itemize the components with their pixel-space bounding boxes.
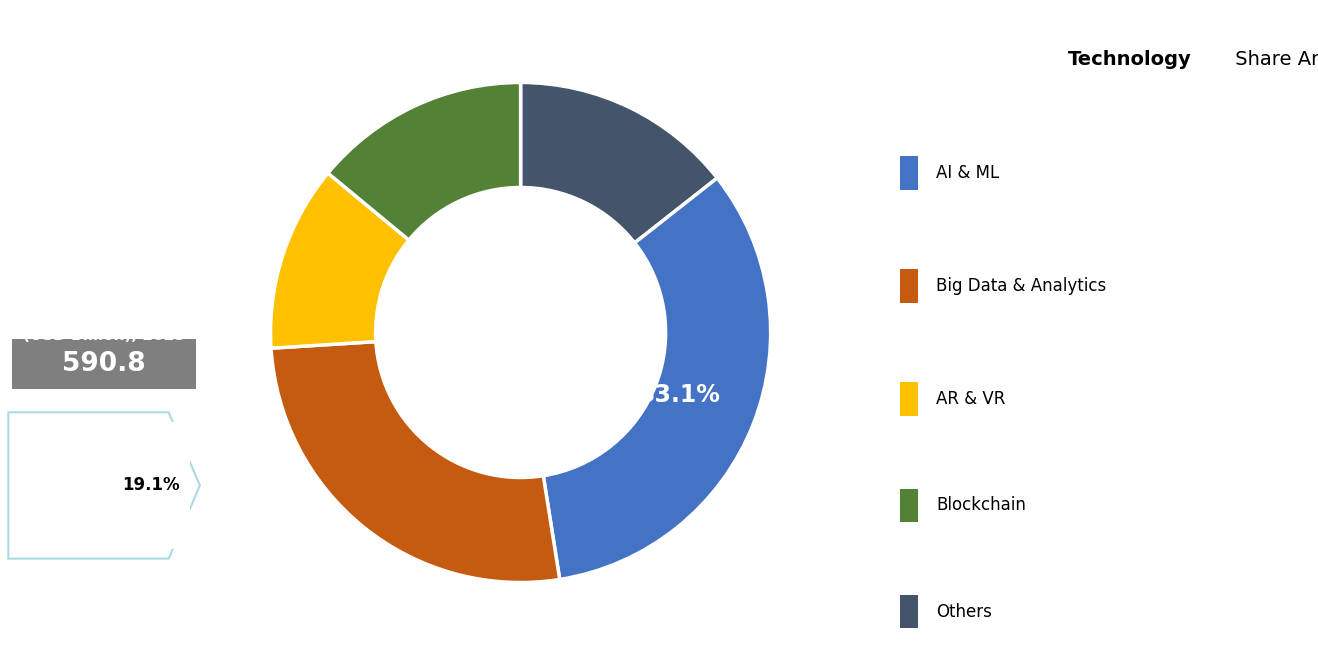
FancyBboxPatch shape [900,489,917,522]
Wedge shape [521,82,717,243]
Wedge shape [270,173,409,348]
Text: Others: Others [936,602,992,621]
FancyBboxPatch shape [900,595,917,628]
Text: AR & VR: AR & VR [936,390,1006,408]
Text: Share Analysis, 2025: Share Analysis, 2025 [1230,51,1318,69]
Wedge shape [543,178,771,579]
Text: 19.1%: 19.1% [123,476,179,495]
FancyBboxPatch shape [900,382,917,416]
Wedge shape [272,342,560,583]
Text: Market: Market [54,108,154,132]
Wedge shape [328,82,521,240]
Text: Dimension: Dimension [30,48,178,72]
Text: 590.8: 590.8 [62,351,146,377]
Text: 33.1%: 33.1% [638,382,720,406]
Text: AI & ML: AI & ML [936,164,999,182]
Text: Market Size: Market Size [54,285,154,300]
FancyBboxPatch shape [900,269,917,303]
Text: (USD Billion), 2025: (USD Billion), 2025 [24,329,185,343]
Text: Research: Research [40,168,169,192]
FancyBboxPatch shape [900,156,917,190]
Text: Global MarTech: Global MarTech [38,242,170,257]
Text: Blockchain: Blockchain [936,496,1025,515]
FancyBboxPatch shape [112,422,190,549]
FancyBboxPatch shape [12,339,196,389]
Text: CAGR
2025-2034: CAGR 2025-2034 [21,470,96,501]
Text: Technology: Technology [1068,51,1191,69]
Text: Big Data & Analytics: Big Data & Analytics [936,277,1106,295]
